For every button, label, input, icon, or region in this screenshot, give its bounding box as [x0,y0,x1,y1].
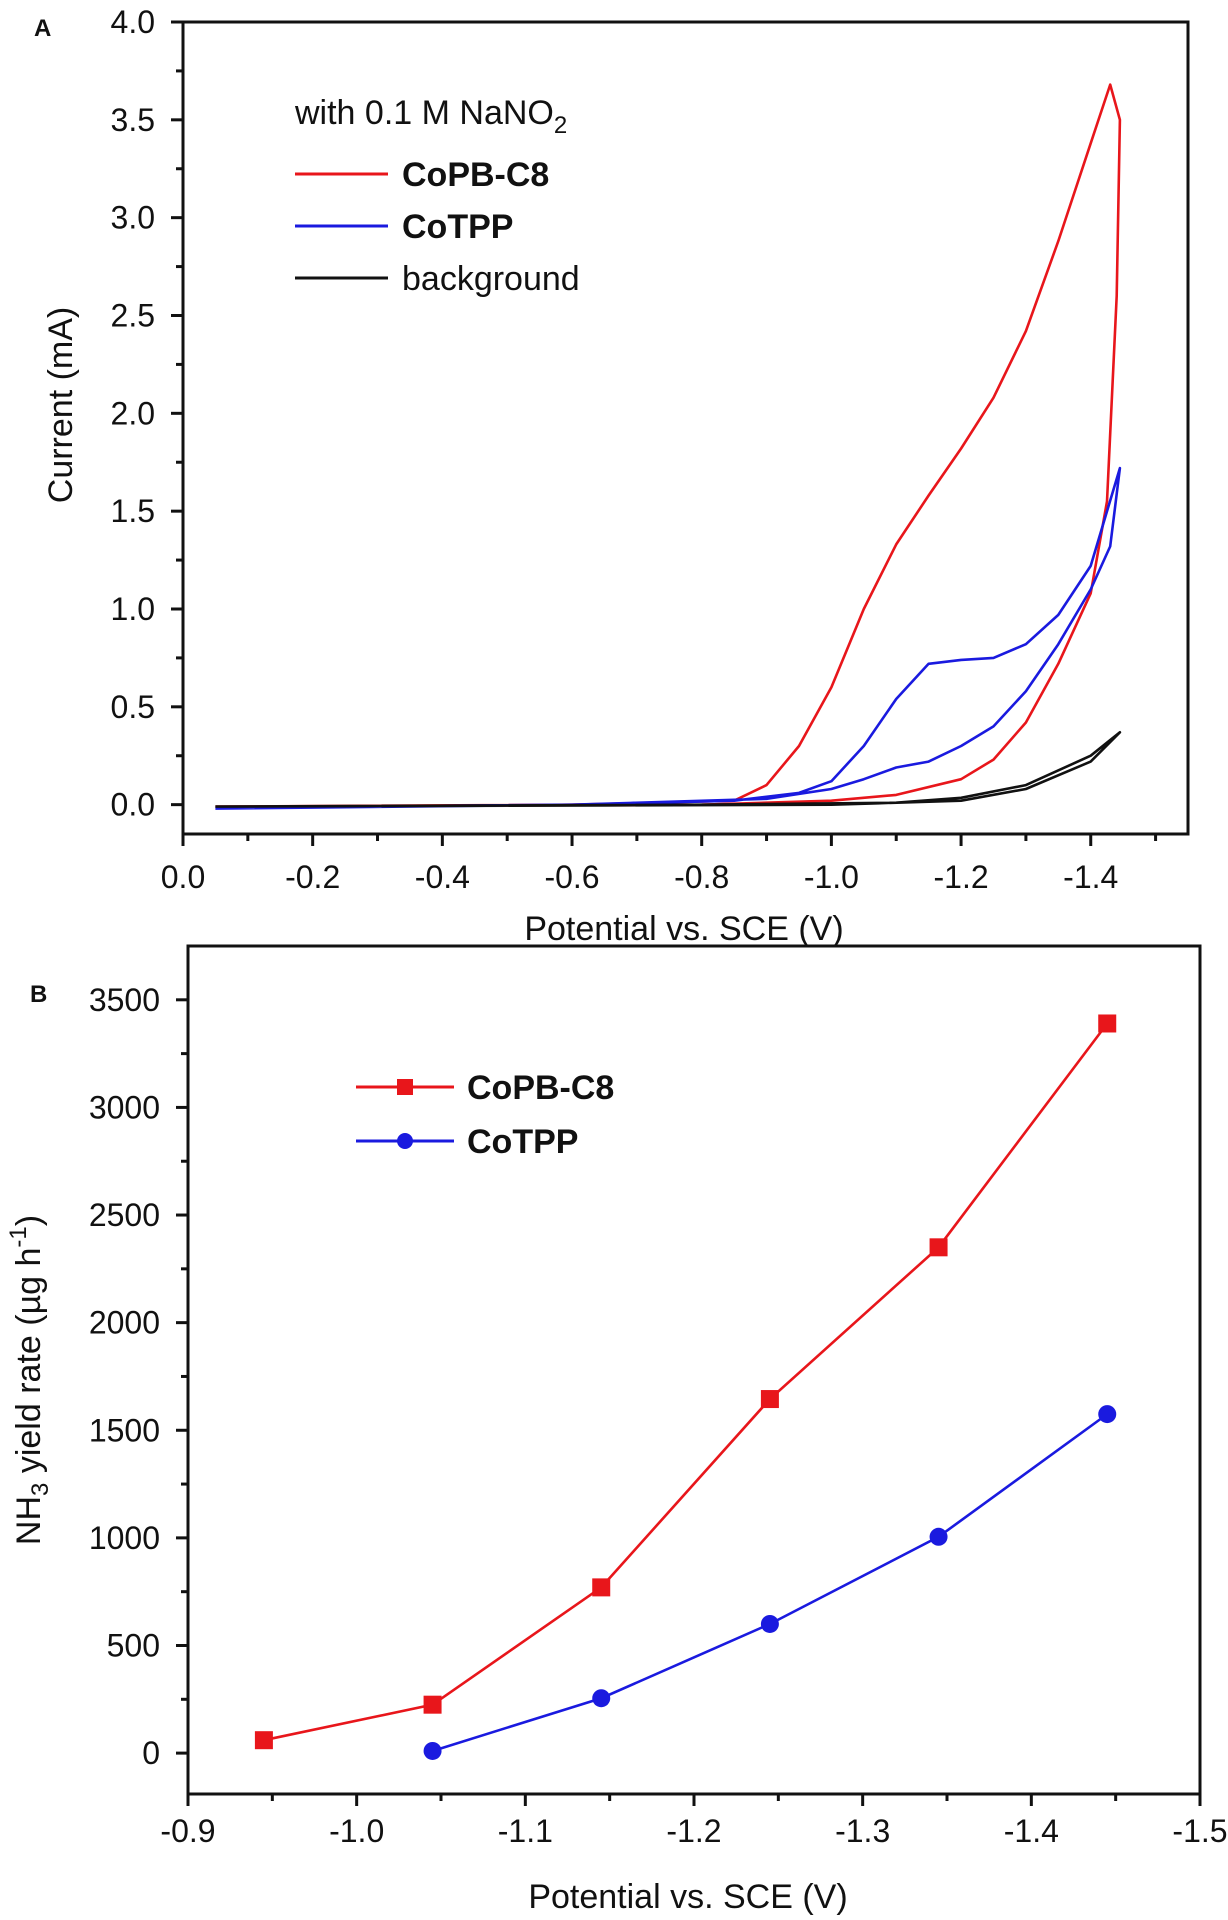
square-marker [929,1238,948,1257]
cv-curve-copb-c8 [215,83,1122,808]
square-marker [423,1695,442,1714]
plot-frame [186,944,1202,1796]
square-marker [1098,1014,1117,1033]
square-marker [397,1079,413,1095]
y-axis-title-b: NH3 yield rate (µg h-1) [5,1215,54,1545]
x-tick-label: 0.0 [161,859,205,895]
x-tick-label: -1.2 [933,859,988,895]
circle-marker [929,1527,948,1546]
square-marker [254,1731,273,1750]
y-tick-label: 3000 [89,1089,160,1125]
x-tick-label: -0.2 [285,859,340,895]
legend-label-copb-c8: CoPB-C8 [467,1069,614,1107]
circle-marker [592,1689,611,1708]
legend-title-a: with 0.1 M NaNO2 [294,94,567,139]
legend-label-cotpp: CoTPP [467,1123,578,1161]
x-tick-label: -1.0 [804,859,859,895]
x-tick-label: -1.2 [666,1813,721,1849]
x-axis-title-b: Potential vs. SCE (V) [528,1878,847,1916]
y-tick-label: 3500 [89,982,160,1018]
y-tick-label: 3.0 [111,200,155,236]
y-tick-label: 2.5 [111,297,155,333]
x-tick-label: -1.1 [498,1813,553,1849]
y-tick-label: 0.5 [111,689,155,725]
legend-label-copb-c8: CoPB-C8 [402,156,549,194]
cv-curve-cotpp [215,466,1122,810]
panel-b: B Potential vs. SCE (V) NH3 yield rate (… [5,944,1228,1916]
y-tick-label: 4.0 [111,4,155,40]
series-line-cotpp [432,1413,1108,1753]
plot-frame [181,20,1190,836]
series-line-copb-c8 [263,1022,1109,1742]
y-tick-label: 2.0 [111,395,155,431]
y-tick-label: 1000 [89,1520,160,1556]
y-axis-title-a: Current (mA) [42,307,80,503]
circle-marker [397,1133,413,1149]
x-tick-label: -0.8 [674,859,729,895]
y-tick-label: 0.0 [111,787,155,823]
y-tick-label: 1.0 [111,591,155,627]
x-tick-label: -1.0 [329,1813,384,1849]
x-tick-label: -1.4 [1063,859,1118,895]
y-tick-label: 0 [142,1735,160,1771]
y-tick-label: 500 [107,1627,160,1663]
legend-label-background: background [402,260,580,298]
x-tick-label: -0.4 [415,859,470,895]
circle-marker [423,1741,442,1760]
legend-label-cotpp: CoTPP [402,208,513,246]
circle-marker [760,1614,779,1633]
square-marker [592,1578,611,1597]
x-tick-label: -0.6 [544,859,599,895]
y-tick-label: 2500 [89,1197,160,1233]
panel-label-b: B [30,981,47,1008]
circle-marker [1098,1405,1117,1424]
y-tick-label: 1.5 [111,493,155,529]
x-tick-label: -1.3 [835,1813,890,1849]
panel-a: A Potential vs. SCE (V) Current (mA) wit… [34,4,1190,948]
y-tick-label: 2000 [89,1305,160,1341]
x-tick-label: -1.4 [1004,1813,1059,1849]
x-tick-label: -1.5 [1172,1813,1227,1849]
x-axis-title-a: Potential vs. SCE (V) [524,910,843,948]
panel-label-a: A [34,15,51,42]
y-tick-label: 1500 [89,1412,160,1448]
x-tick-label: -0.9 [160,1813,215,1849]
y-tick-label: 3.5 [111,102,155,138]
square-marker [760,1390,779,1409]
cv-curve-background [215,731,1122,808]
